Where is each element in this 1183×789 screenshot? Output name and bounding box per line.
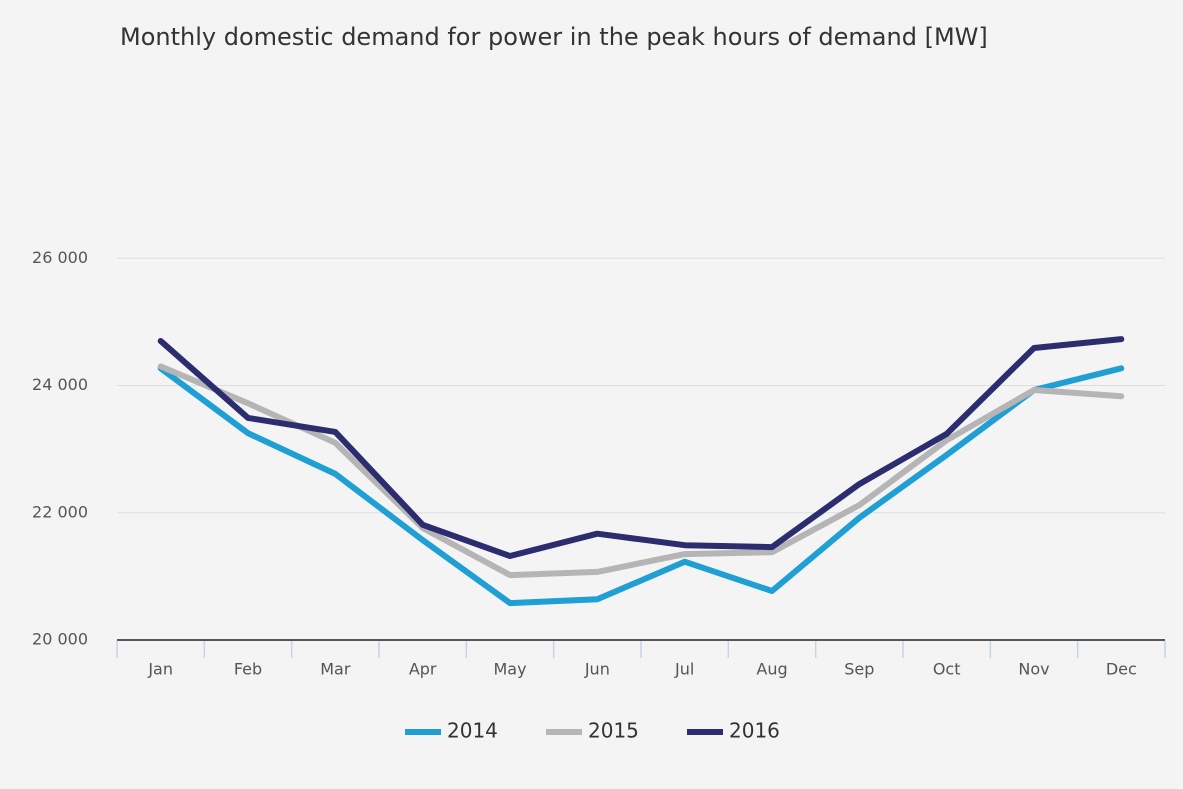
x-tick-label: Mar [320,660,351,679]
series-line [157,363,1125,579]
x-tick-label: Feb [234,660,262,679]
series-line [157,336,1125,559]
legend-label: 2015 [588,719,639,743]
legend-label: 2014 [447,719,498,743]
y-tick-label: 24 000 [32,375,88,394]
y-tick-label: 26 000 [32,248,88,267]
legend-label: 2016 [729,719,780,743]
x-tick-label: Aug [756,660,787,679]
x-tick-label: Dec [1106,660,1137,679]
x-tick-label: Apr [409,660,437,679]
x-tick-label: Nov [1018,660,1049,679]
x-tick-label: Jul [674,660,694,679]
y-tick-label: 22 000 [32,502,88,521]
x-tick-label: Jun [584,660,610,679]
x-tick-label: Jan [147,660,173,679]
y-tick-label: 20 000 [32,630,88,649]
x-tick-label: Sep [844,660,874,679]
x-tick-label: May [493,660,526,679]
chart-title: Monthly domestic demand for power in the… [120,23,988,51]
series-line [157,365,1125,607]
x-tick-label: Oct [933,660,961,679]
